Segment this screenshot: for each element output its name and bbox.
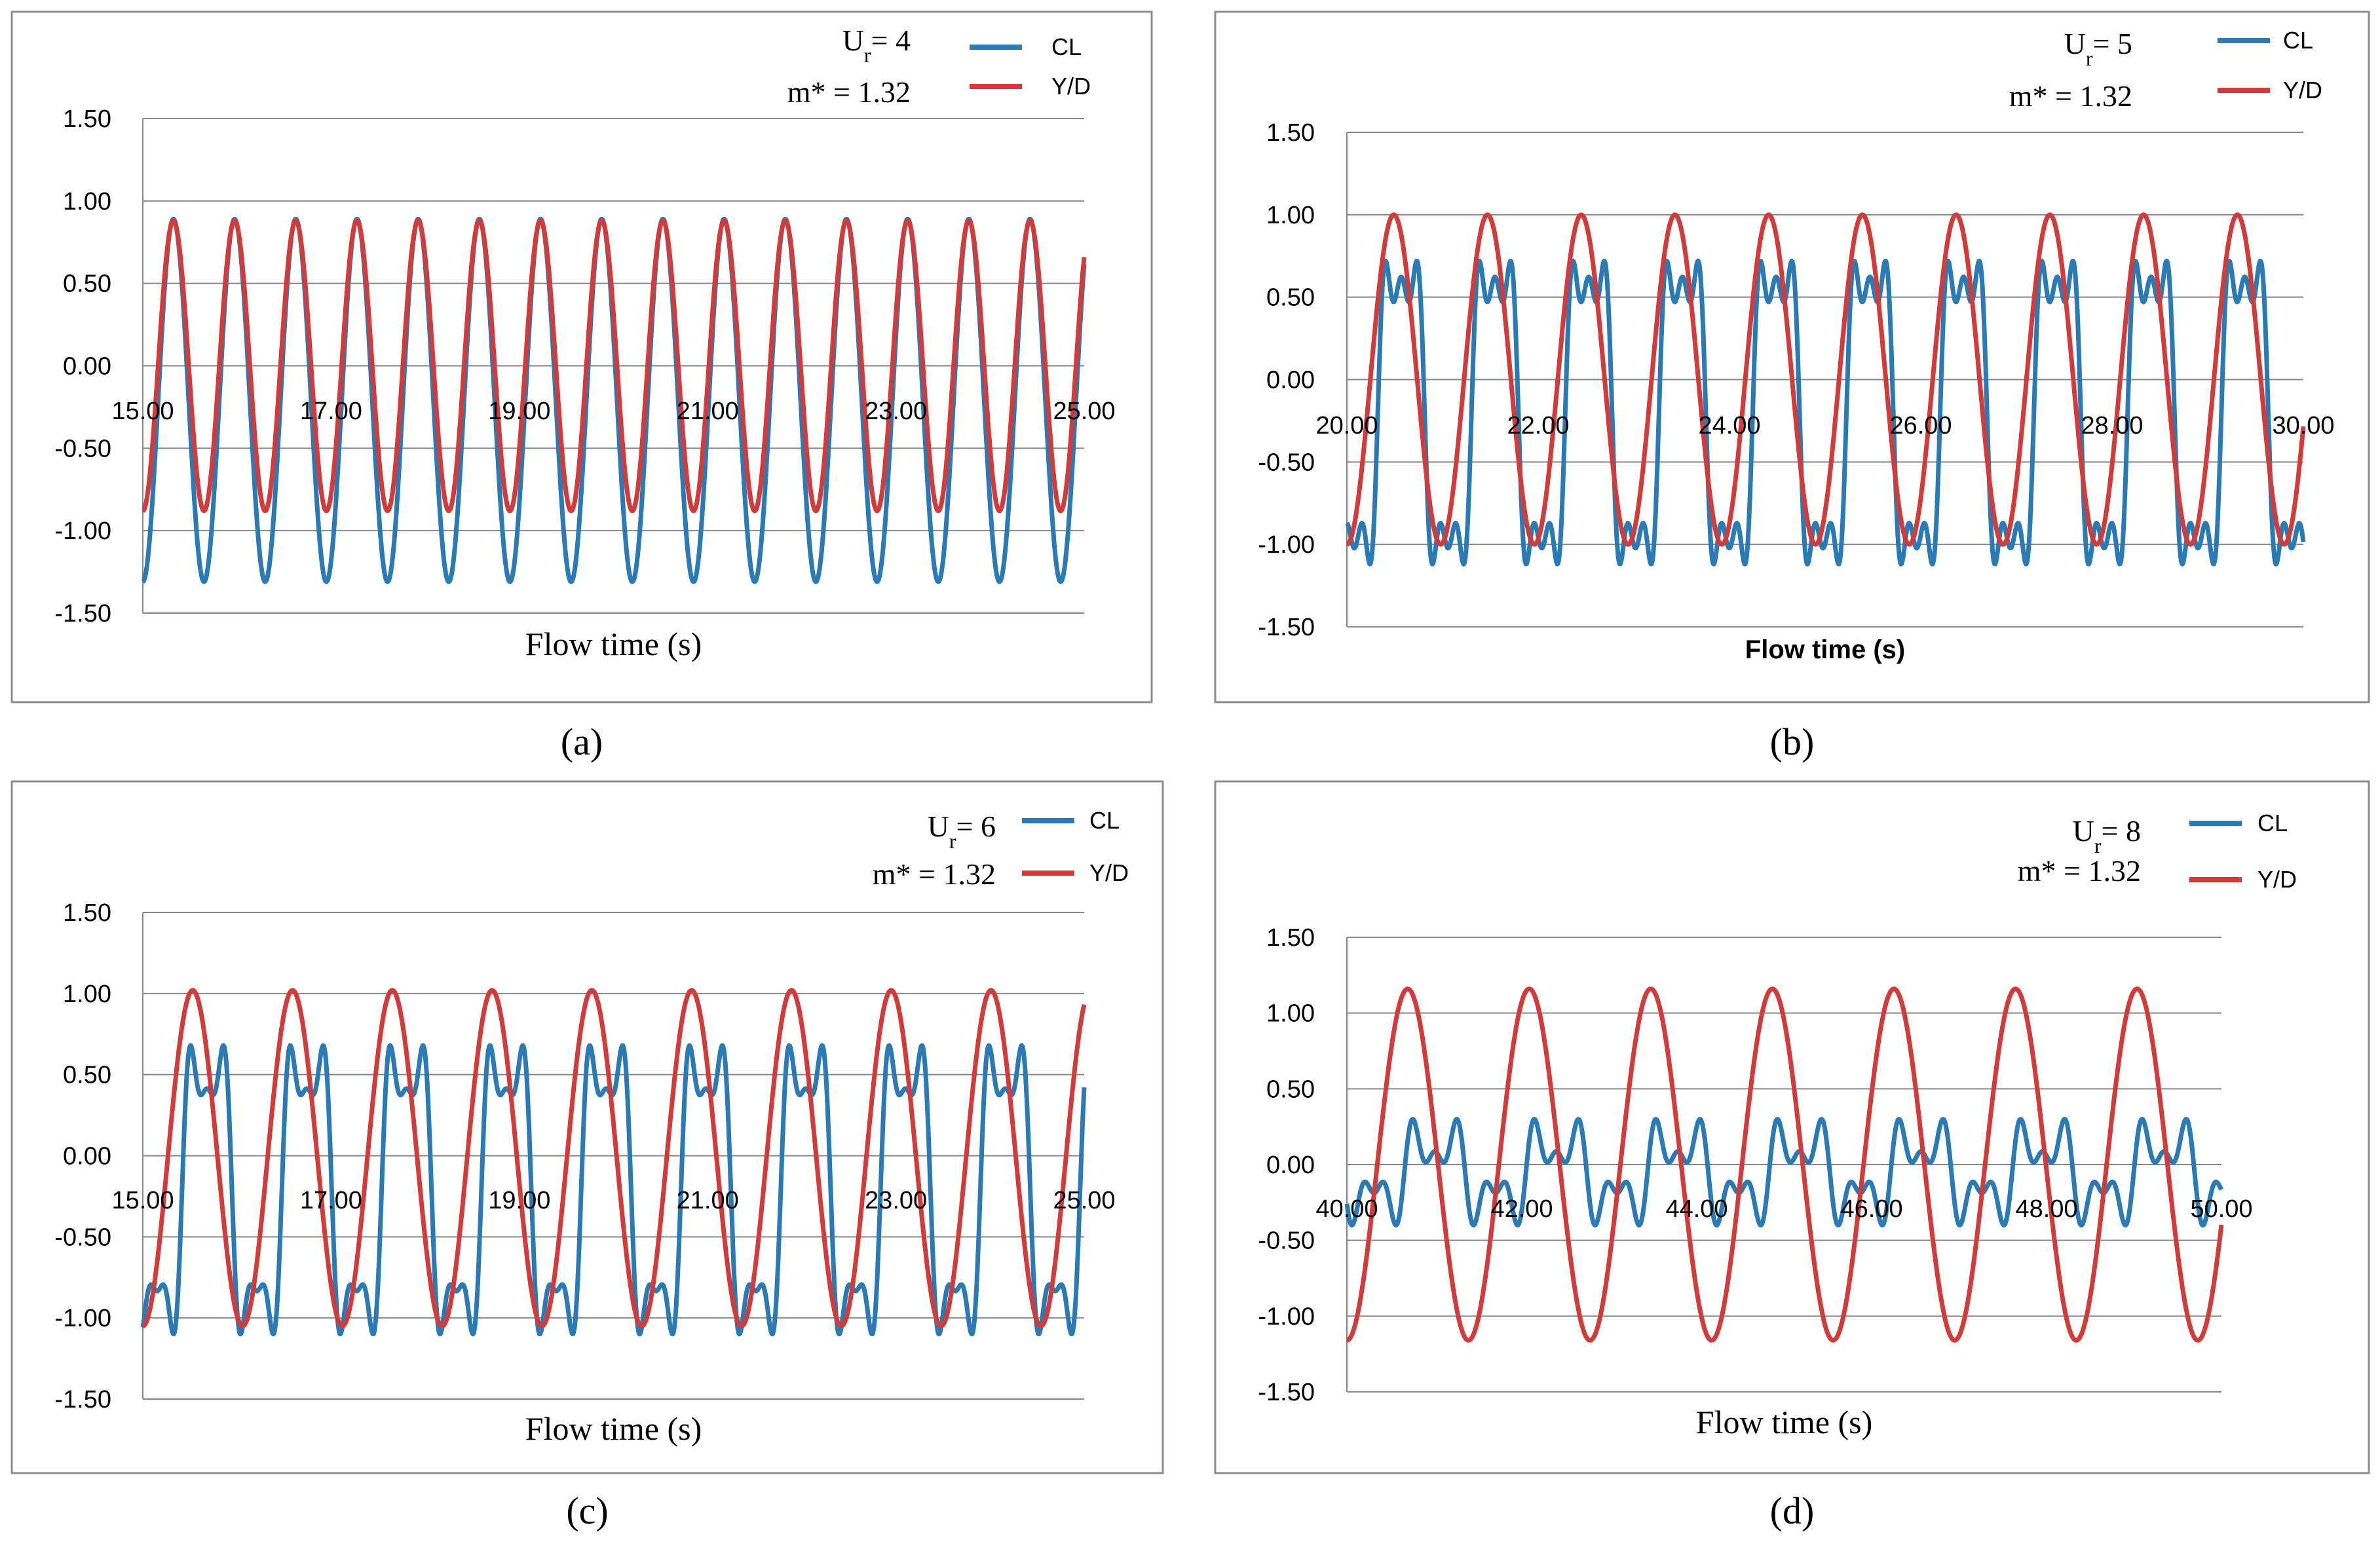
y-tick-label: 0.00 [63, 353, 111, 381]
y-tick-label: -1.50 [54, 1386, 111, 1413]
series-line-yd [1345, 986, 2224, 1343]
x-tick-label: 21.00 [677, 1187, 739, 1214]
reduced-velocity-label: Ur= 8 [2073, 814, 2141, 857]
legend-label-yd: Y/D [2257, 866, 2297, 893]
x-tick-label: 15.00 [111, 398, 174, 425]
x-tick-label: 19.00 [488, 398, 550, 425]
x-tick-label: 46.00 [1840, 1195, 1902, 1223]
x-tick-label: 23.00 [865, 1187, 927, 1214]
legend-label-yd: Y/D [1051, 73, 1091, 100]
chart-frame [10, 10, 1153, 703]
panel-b: 1.50 1.00 0.50 0.00 -0.50 -1.00 -1.50 20.00 22.0… [1214, 10, 2370, 763]
mass-ratio-label: m* = 1.32 [787, 75, 911, 109]
panel-c: 1.50 1.00 0.50 0.00 -0.50 -1.00 -1.50 15.00 17.0… [10, 780, 1164, 1532]
y-tick-label: -1.00 [54, 1305, 111, 1332]
y-tick-label: 1.50 [1266, 119, 1315, 147]
y-tick-label: 0.50 [1266, 1076, 1315, 1103]
series-line-yd [141, 988, 1087, 1328]
legend-label-yd: Y/D [2283, 77, 2322, 103]
y-tick-label: 0.50 [63, 1062, 111, 1089]
y-tick-label: 1.50 [1266, 924, 1315, 952]
y-tick-label: -0.50 [1258, 449, 1315, 476]
chart-frame [1214, 780, 2370, 1474]
y-tick-label: 1.50 [63, 105, 111, 133]
x-tick-label: 17.00 [300, 1187, 362, 1214]
mass-ratio-label: m* = 1.32 [2009, 79, 2132, 113]
y-tick-label: 1.50 [63, 899, 111, 927]
x-tick-label: 48.00 [2015, 1195, 2077, 1223]
x-axis-label: Flow time (s) [1745, 635, 1905, 664]
x-tick-label: 26.00 [1889, 412, 1952, 440]
mass-ratio-label: m* = 1.32 [2018, 854, 2141, 888]
x-tick-label: 30.00 [2272, 412, 2334, 440]
x-tick-label: 50.00 [2190, 1195, 2252, 1223]
series-line-cl [1345, 258, 2306, 567]
y-tick-label: 0.50 [63, 271, 111, 298]
reduced-velocity-label: Ur= 5 [2064, 27, 2132, 70]
panel-caption: (c) [566, 1489, 608, 1532]
series-line-cl [140, 1043, 1087, 1337]
x-tick-label: 19.00 [488, 1187, 550, 1214]
x-axis-label: Flow time (s) [1696, 1404, 1872, 1440]
panel-caption: (b) [1770, 720, 1815, 763]
mass-ratio-label: m* = 1.32 [873, 857, 996, 891]
x-tick-label: 25.00 [1053, 1187, 1115, 1214]
panel-a: 1.50 1.00 0.50 0.00 -0.50 -1.00 -1.50 15.00 17.0… [10, 10, 1153, 763]
y-tick-label: 1.00 [63, 981, 111, 1008]
y-tick-label: -1.50 [54, 600, 111, 627]
legend-label-cl: CL [2283, 27, 2313, 54]
x-tick-label: 42.00 [1490, 1195, 1553, 1223]
x-tick-label: 22.00 [1507, 412, 1569, 440]
y-tick-label: -1.00 [54, 517, 111, 545]
reduced-velocity-label: Ur= 6 [928, 810, 996, 853]
x-tick-label: 20.00 [1315, 412, 1378, 440]
y-tick-label: 0.00 [63, 1143, 111, 1170]
series-line-cl [1344, 1117, 2224, 1227]
legend-label-cl: CL [1051, 33, 1082, 60]
panel-caption: (d) [1770, 1489, 1815, 1532]
legend-label-cl: CL [2257, 810, 2288, 836]
x-axis-label: Flow time (s) [525, 1410, 702, 1447]
reduced-velocity-label: Ur= 4 [842, 24, 911, 67]
panel-d: 1.50 1.00 0.50 0.00 -0.50 -1.00 -1.50 40.00 42.0… [1214, 780, 2370, 1532]
panel-caption: (a) [561, 720, 603, 763]
x-tick-label: 44.00 [1665, 1195, 1728, 1223]
x-tick-label: 23.00 [865, 398, 927, 425]
y-tick-label: -1.00 [1258, 531, 1315, 559]
x-tick-label: 15.00 [111, 1187, 174, 1214]
legend-label-yd: Y/D [1089, 859, 1129, 886]
x-tick-label: 25.00 [1053, 398, 1115, 425]
x-tick-label: 17.00 [300, 398, 362, 425]
y-tick-label: 0.00 [1266, 367, 1315, 394]
y-tick-label: -0.50 [1258, 1227, 1315, 1255]
y-tick-label: -1.50 [1258, 1379, 1315, 1406]
x-tick-label: 28.00 [2081, 412, 2143, 440]
x-tick-label: 24.00 [1698, 412, 1760, 440]
y-tick-label: 0.50 [1266, 284, 1315, 312]
y-tick-label: -1.00 [1258, 1303, 1315, 1330]
y-tick-label: -1.50 [1258, 614, 1315, 641]
y-tick-label: 1.00 [63, 188, 111, 215]
y-tick-label: 1.00 [1266, 202, 1315, 229]
x-tick-label: 21.00 [677, 398, 739, 425]
y-tick-label: -0.50 [54, 1224, 111, 1251]
x-axis-label: Flow time (s) [525, 626, 702, 662]
legend-label-cl: CL [1089, 807, 1120, 834]
y-tick-label: 1.00 [1266, 1000, 1315, 1028]
y-tick-label: 0.00 [1266, 1151, 1315, 1179]
series-line-yd [1345, 212, 2306, 547]
x-tick-label: 40.00 [1315, 1195, 1378, 1223]
y-tick-label: -0.50 [54, 435, 111, 462]
series-line-yd [141, 218, 1087, 514]
